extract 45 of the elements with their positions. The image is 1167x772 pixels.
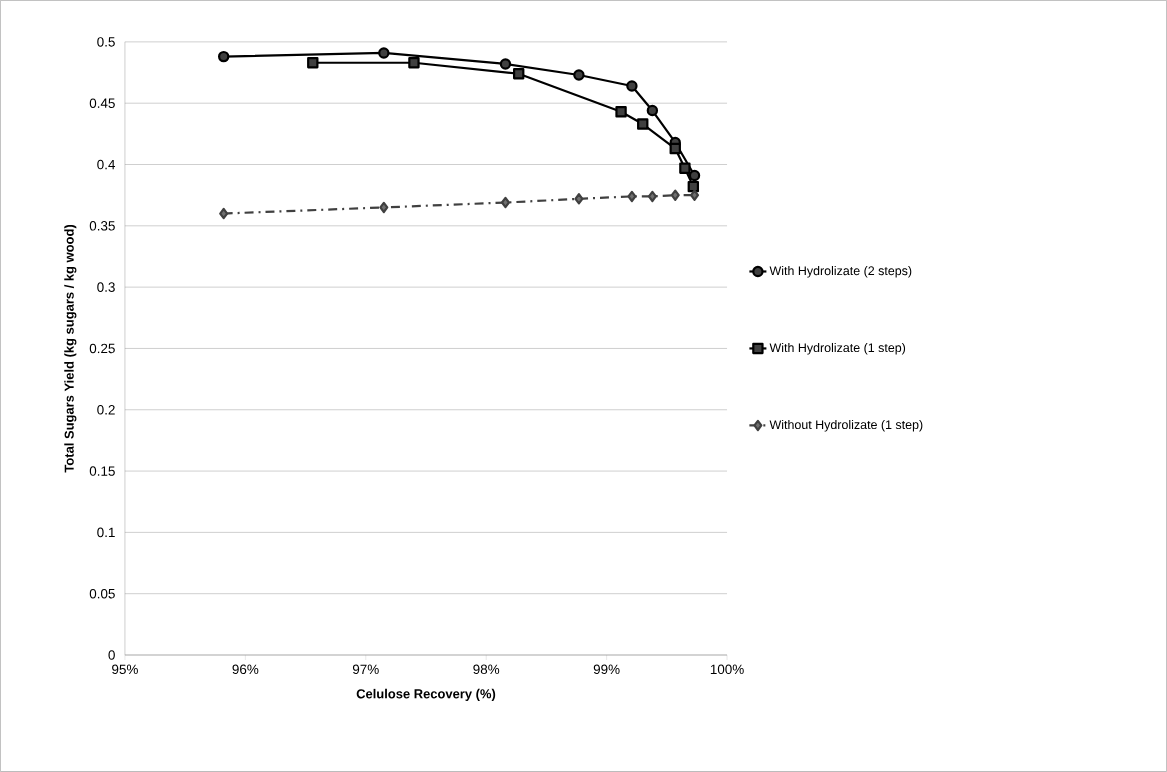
point — [219, 207, 229, 220]
y-tick-label: 0.5 — [97, 37, 115, 47]
point — [627, 190, 637, 203]
point — [679, 162, 691, 174]
point — [646, 104, 659, 117]
y-tick-label: 0.1 — [97, 527, 115, 538]
legend-label: With Hydrolizate (2 steps) — [769, 266, 912, 278]
x-tick-label: 96% — [232, 664, 259, 675]
point — [615, 106, 627, 118]
x-tick-label: 98% — [473, 664, 500, 675]
point — [574, 193, 584, 205]
x-tick-label: 95% — [112, 664, 138, 675]
point — [513, 68, 525, 80]
x-tick-label: 100% — [710, 664, 744, 675]
x-tick-label: 97% — [352, 664, 379, 675]
y-tick-label: 0.2 — [97, 405, 115, 415]
point — [408, 57, 420, 69]
point — [670, 189, 680, 201]
point — [687, 180, 700, 193]
y-tick-label: 0.4 — [97, 159, 116, 170]
y-tick-label: 0.45 — [89, 98, 115, 108]
y-axis-title: Total Sugars Yield (kg sugars / kg wood) — [64, 224, 77, 473]
point — [499, 58, 512, 70]
point — [669, 142, 681, 155]
point — [573, 69, 585, 81]
point — [688, 169, 701, 182]
point — [647, 190, 657, 203]
y-tick-label: 0.35 — [89, 221, 115, 231]
point — [378, 47, 390, 59]
y-tick-label: 0.3 — [97, 282, 115, 292]
legend-label: With Hydrolizate (1 step) — [769, 342, 906, 355]
point — [689, 189, 700, 201]
point — [637, 118, 649, 130]
point — [307, 57, 319, 69]
y-tick-label: 0.05 — [89, 588, 115, 599]
point — [217, 50, 230, 63]
x-tick-label: 99% — [593, 664, 620, 675]
y-tick-label: 0 — [108, 650, 115, 660]
point — [379, 201, 389, 214]
point — [500, 196, 511, 209]
y-tick-label: 0.25 — [89, 343, 115, 354]
legend-label: Without Hydrolizate (1 step) — [769, 419, 923, 432]
x-axis-title: Celulose Recovery (%) — [356, 688, 496, 701]
y-tick-label: 0.15 — [89, 466, 115, 476]
point — [626, 80, 638, 92]
